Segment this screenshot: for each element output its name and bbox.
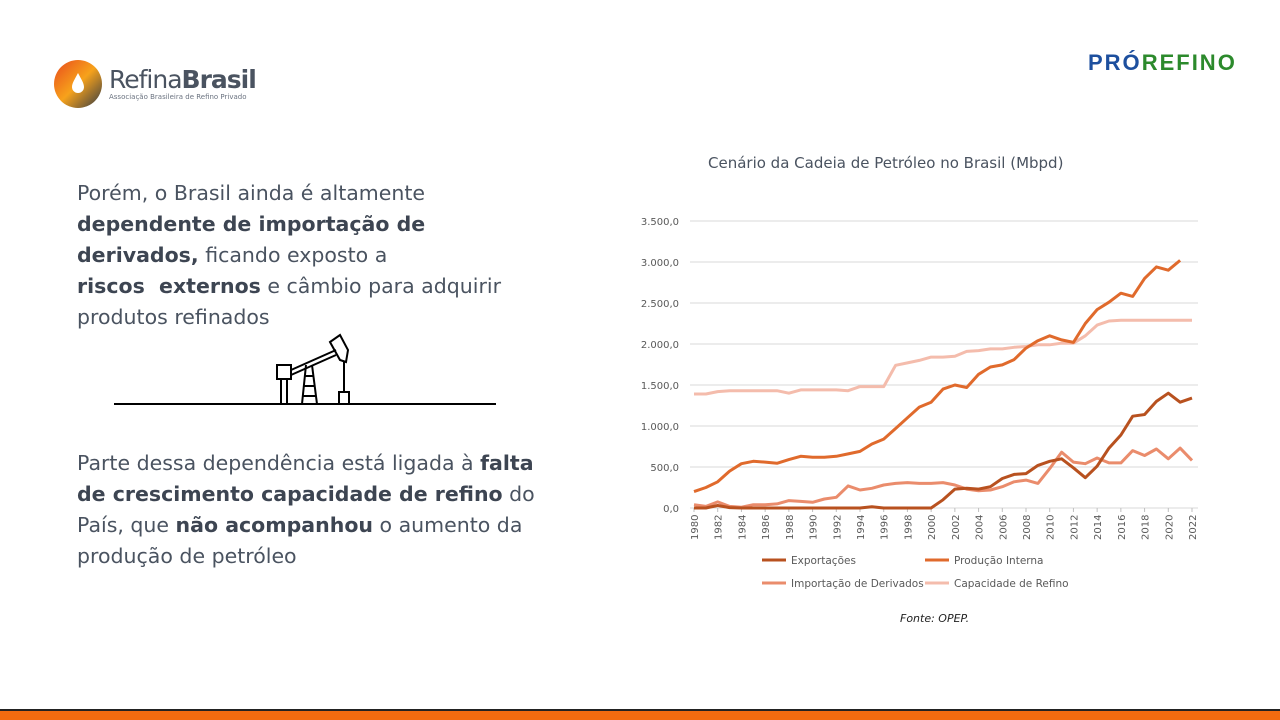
- x-tick-label: 2000: [927, 515, 938, 540]
- logo-pro: PRÓ: [1088, 50, 1142, 75]
- series-line-exporta-es: [694, 391, 1193, 510]
- x-tick-label: 2022: [1188, 515, 1199, 540]
- paragraph-capacity: Parte dessa dependência está ligada à fa…: [77, 448, 547, 572]
- x-tick-label: 2012: [1069, 515, 1080, 540]
- bottom-bar: [0, 709, 1280, 720]
- prorefino-logo: PRÓREFINO: [1088, 50, 1237, 76]
- oil-pump-icon: [114, 333, 496, 405]
- x-tick-label: 2016: [1117, 515, 1128, 540]
- x-tick-label: 1984: [737, 515, 748, 540]
- text: e câmbio para adquirir produtos refinado…: [77, 274, 501, 329]
- source-note: Fonte: OPEP.: [900, 612, 970, 625]
- chart-title: Cenário da Cadeia de Petróleo no Brasil …: [708, 154, 1064, 172]
- text: do País, que: [77, 482, 535, 537]
- text: Porém, o Brasil ainda é altamente: [77, 181, 426, 205]
- y-tick-label: 1.000,0: [641, 422, 679, 433]
- x-tick-label: 1990: [809, 515, 820, 540]
- x-tick-label: 1996: [880, 515, 891, 540]
- series-line-importa-o-de-derivados: [693, 446, 1194, 509]
- text: o aumento da produção de petróleo: [77, 513, 523, 568]
- x-tick-label: 2008: [1022, 515, 1033, 540]
- series-line-capacidade-de-refino: [694, 318, 1192, 396]
- refinabrasil-logo-icon: [54, 60, 102, 108]
- x-tick-label: 2020: [1164, 515, 1175, 540]
- line-chart: 0,0 500,0 1.000,0 1.500,0 2.000,0 2.500,0 3.00…: [641, 217, 1199, 590]
- x-tick-label: 1980: [690, 515, 701, 540]
- text: ficando exposto a: [198, 243, 388, 267]
- legend-label: Produção Interna: [954, 555, 1044, 567]
- x-tick-label: 1998: [903, 515, 914, 540]
- legend-label: Importação de Derivados: [791, 578, 924, 590]
- x-tick-label: 2018: [1141, 515, 1152, 540]
- y-tick-label: 1.500,0: [641, 381, 679, 392]
- x-tick-label: 2006: [998, 515, 1009, 540]
- paragraph-dependence: Porém, o Brasil ainda é altamente depend…: [77, 178, 547, 333]
- x-tick-label: 2014: [1093, 515, 1104, 540]
- logo-name-bold: Brasil: [181, 65, 257, 94]
- bold-text: não acompanhou: [175, 513, 373, 537]
- logo-subtitle: Associação Brasileira de Refino Privado: [109, 93, 247, 101]
- x-tick-label: 2004: [975, 515, 986, 540]
- y-tick-label: 3.000,0: [641, 258, 679, 269]
- text: Parte dessa dependência está ligada à: [77, 451, 481, 475]
- y-tick-label: 3.500,0: [641, 217, 679, 228]
- legend-label: Capacidade de Refino: [954, 578, 1069, 590]
- x-tick-label: 2010: [1046, 515, 1057, 540]
- x-tick-label: 1992: [832, 515, 843, 540]
- logo-refino: REFINO: [1141, 50, 1237, 75]
- x-tick-label: 1988: [785, 515, 796, 540]
- bold-text: riscos externos: [77, 274, 261, 298]
- y-tick-label: 2.500,0: [641, 299, 679, 310]
- x-tick-label: 2002: [951, 515, 962, 540]
- refinabrasil-logo: RefinaBrasil Associação Brasileira de Re…: [53, 59, 257, 109]
- y-tick-label: 500,0: [650, 463, 679, 474]
- x-tick-label: 1982: [714, 515, 725, 540]
- legend-label: Exportações: [791, 555, 856, 567]
- x-tick-label: 1986: [761, 515, 772, 540]
- x-tick-label: 1994: [856, 515, 867, 540]
- y-tick-label: 2.000,0: [641, 340, 679, 351]
- bold-text: falta de crescimento capacidade de refin…: [77, 451, 534, 506]
- y-tick-label: 0,0: [663, 504, 679, 515]
- bold-text: dependente de importação de derivados,: [77, 212, 426, 267]
- logo-name-light: Refina: [109, 65, 183, 94]
- series-line-produ-o-interna: [693, 259, 1182, 494]
